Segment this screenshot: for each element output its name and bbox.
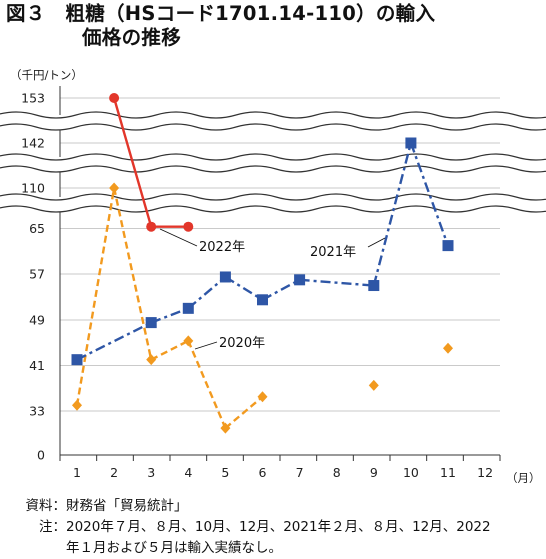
- series-2022-point: [146, 221, 157, 232]
- annotation-leader: [159, 228, 198, 247]
- series-1-segment: [409, 142, 450, 247]
- x-tick-label: 10: [403, 465, 419, 480]
- series-2-segment: [112, 97, 153, 228]
- x-tick-label: 11: [440, 465, 456, 480]
- note-text: 2020年７月、８月、10月、12月、2021年２月、８月、12月、2022: [66, 519, 491, 535]
- gridlines: [60, 97, 500, 412]
- y-tick-label: 0: [37, 448, 45, 463]
- break-wave-line: [0, 193, 546, 201]
- series-1-segment: [187, 276, 227, 310]
- x-tick-label: 6: [259, 465, 267, 480]
- y-tick-label: 142: [21, 136, 45, 151]
- series-2020-point: [183, 335, 194, 347]
- series-0-segment: [75, 187, 116, 406]
- series-0-segment: [187, 340, 227, 429]
- y-unit-label: （千円/トン）: [10, 68, 83, 82]
- series-2020-point: [257, 391, 268, 403]
- source-notes: 資料： 財務省「貿易統計」 注： 2020年７月、８月、10月、12月、2021…: [4, 496, 544, 559]
- x-tick-label: 12: [477, 465, 493, 480]
- series-2022-point: [183, 221, 194, 232]
- series-label: 2022年: [199, 240, 245, 255]
- source-text: 財務省「貿易統計」: [66, 498, 188, 514]
- break-wave-line: [0, 123, 546, 131]
- y-tick-label: 33: [29, 404, 45, 419]
- note-label: 注：: [39, 519, 66, 535]
- break-wave-line: [0, 111, 546, 119]
- title-line-1: 図３ 粗糖（HSコード1701.14-110）の輸入: [6, 2, 436, 25]
- series-2021-point: [405, 137, 417, 149]
- source-label: 資料：: [25, 498, 67, 514]
- title-line-2: 価格の推移: [82, 26, 182, 49]
- series-2021-point: [257, 294, 268, 306]
- y-tick-label: 57: [29, 267, 45, 282]
- y-tick-label: 49: [29, 313, 45, 328]
- series-0-segment: [112, 187, 153, 360]
- series-1-segment: [372, 142, 413, 286]
- series-1-segment: [299, 278, 374, 287]
- y-tick-label: 65: [29, 221, 45, 236]
- x-unit-label: （月）: [506, 471, 541, 485]
- y-tick-label: 110: [21, 181, 45, 196]
- x-tick-label: 3: [147, 465, 155, 480]
- series-2021-point: [294, 274, 306, 286]
- series-markers: [71, 93, 454, 434]
- x-tick-label: 4: [184, 465, 192, 480]
- note-text-continued: 年１月および５月は輸入実績なし。: [66, 540, 282, 556]
- x-tick-label: 9: [370, 465, 378, 480]
- series-0-segment: [150, 339, 189, 361]
- series-2020-point: [368, 379, 379, 391]
- axis-break-waves: [0, 111, 546, 213]
- break-wave-line: [0, 165, 546, 173]
- series-1-segment: [261, 278, 301, 301]
- series-2020-point: [72, 399, 82, 411]
- annotation-leader: [367, 237, 386, 248]
- y-tick-label: 153: [21, 91, 45, 106]
- series-2021-point: [219, 271, 231, 283]
- x-tick-label: 1: [73, 465, 81, 480]
- series-1-segment: [224, 275, 264, 301]
- chart-title: 図３ 粗糖（HSコード1701.14-110）の輸入 価格の推移: [6, 2, 546, 50]
- series-1-segment: [150, 307, 189, 324]
- x-tick-label: 8: [333, 465, 341, 480]
- series-2020-point: [220, 422, 231, 434]
- series-2021-point: [71, 354, 83, 366]
- axes: [59, 86, 501, 461]
- series-2021-point: [145, 317, 157, 329]
- series-2021-point: [182, 302, 194, 314]
- series-2022-point: [109, 93, 120, 103]
- x-tick-label: 2: [110, 465, 118, 480]
- series-label: 2021年: [310, 245, 356, 260]
- break-wave-line: [0, 205, 546, 213]
- series-label: 2020年: [219, 336, 265, 351]
- series-2020-point: [443, 342, 453, 354]
- series-2020-point: [109, 182, 120, 194]
- x-tick-label: 5: [221, 465, 229, 480]
- series-2021-point: [368, 280, 380, 292]
- series-1-segment: [76, 321, 152, 361]
- series-2021-point: [442, 240, 454, 252]
- series-annotations: 2022年 2021年 2020年: [159, 228, 386, 351]
- x-tick-label: 7: [296, 465, 304, 480]
- series-0-segment: [224, 395, 264, 430]
- series-lines: [75, 97, 450, 430]
- y-tick-label: 41: [29, 358, 45, 373]
- break-wave-line: [0, 153, 546, 161]
- annotation-leader: [194, 341, 218, 350]
- series-2020-point: [146, 354, 157, 366]
